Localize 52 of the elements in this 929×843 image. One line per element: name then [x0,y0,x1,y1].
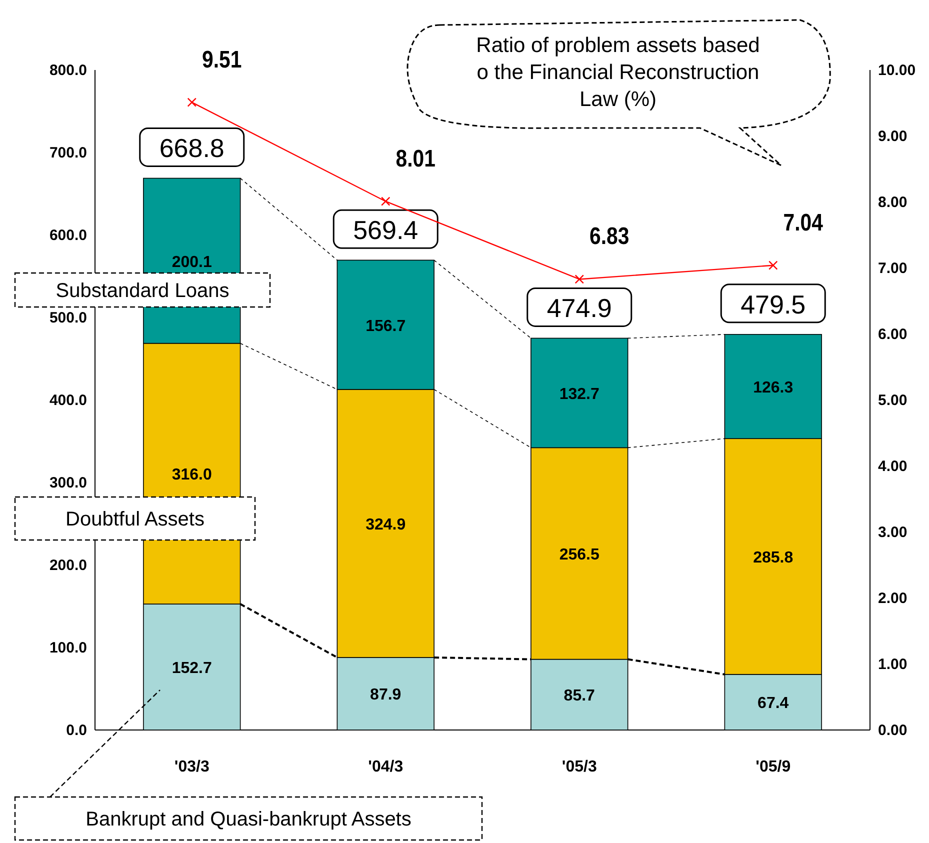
x-tick-label: '03/3 [174,758,210,776]
x-tick-label: '04/3 [368,758,404,776]
y2-tick-label: 8.00 [878,194,908,211]
series-label: Doubtful Assets [66,508,204,530]
y2-tick-label: 6.00 [878,326,908,343]
point [381,196,390,206]
x-tick-label: '05/9 [756,758,791,776]
y-tick-label: 700.0 [49,144,87,162]
y-tick-label: 300.0 [49,474,87,492]
data-label: 8.01 [396,144,436,172]
text: 200.1 [172,254,212,271]
text: 126.3 [753,380,794,397]
total-label: 569.4 [353,215,418,246]
total-label: 668.8 [159,133,224,164]
data-label: 7.04 [783,208,824,236]
y2-tick-label: 1.00 [878,656,908,673]
x-tick-label: '05/3 [562,758,597,776]
y2-tick-label: 4.00 [878,458,908,475]
y-tick-label: 500.0 [49,309,87,326]
text: 152.7 [172,660,212,678]
point [768,260,778,270]
series-label: Substandard Loans [56,280,230,302]
text: 324.9 [366,516,406,534]
data-label: 9.51 [202,46,242,73]
y-tick-label: 100.0 [49,639,87,656]
y2-tick-label: 7.00 [878,260,908,277]
total-label: 479.5 [740,289,806,320]
y-tick-label: 0.0 [66,722,87,739]
point [187,98,196,107]
text: 67.4 [758,695,789,712]
y2-tick-label: 0.00 [878,722,908,739]
y-tick-label: 200.0 [49,556,87,574]
y2-tick-label: 5.00 [878,392,908,409]
text: Bankrupt and Quasi-bankrupt Assets [86,808,412,830]
data-label: 6.83 [590,222,630,250]
y-tick-label: 600.0 [49,226,87,244]
y-tick-label: 800.0 [49,62,87,79]
y2-tick-label: 9.00 [878,128,908,145]
y2-tick-label: 2.00 [878,590,908,607]
annotation: Ratio of problem assets based o the Financial Reconstruction Law (%) [476,34,760,111]
y-tick-label: 400.0 [49,392,87,409]
total-label: 474.9 [546,293,612,324]
y2-tick-label: 10.00 [878,62,916,79]
text: 85.7 [564,688,595,705]
text: 156.7 [366,318,406,335]
text: 87.9 [370,686,402,704]
text: 285.8 [753,550,794,567]
y2-tick-label: 3.00 [878,524,908,541]
text: 132.7 [559,386,600,403]
point [574,274,584,284]
text: 256.5 [559,546,600,564]
text: 316.0 [172,466,212,484]
